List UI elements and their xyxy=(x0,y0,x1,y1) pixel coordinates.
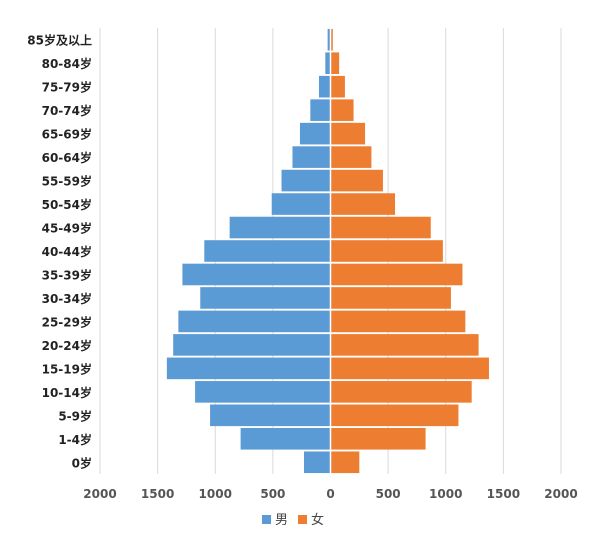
bar-female xyxy=(330,193,396,215)
bar-male xyxy=(325,52,331,75)
y-tick-labels: 0岁 1-4岁 5-9岁 10-14岁 15-19岁 20-24岁 25-29岁 30-34岁… xyxy=(27,33,92,471)
y-tick-label: 75-79岁 xyxy=(42,80,92,95)
legend-swatch xyxy=(298,515,307,524)
y-tick-label: 35-39岁 xyxy=(42,267,92,282)
y-tick-label: 65-69岁 xyxy=(42,127,92,142)
legend-label: 男 xyxy=(275,513,288,528)
y-tick-label: 0岁 xyxy=(72,455,92,470)
bar-male xyxy=(299,122,331,145)
bar-male xyxy=(210,404,331,427)
x-tick-label: 1500 xyxy=(141,487,174,501)
bars xyxy=(166,28,489,474)
legend-item-female: 女 xyxy=(298,512,324,528)
x-tick-label: 1500 xyxy=(487,487,520,501)
bar-female xyxy=(330,169,383,192)
bar-male xyxy=(204,240,331,262)
y-tick-label: 55-59岁 xyxy=(42,174,92,189)
y-tick-label: 30-34岁 xyxy=(42,291,92,306)
y-tick-label: 15-19岁 xyxy=(42,361,92,376)
x-tick-label: 2000 xyxy=(544,487,577,501)
bar-male xyxy=(318,75,331,98)
bar-male xyxy=(327,28,331,51)
legend: 男女 xyxy=(262,512,324,528)
bar-female xyxy=(330,334,479,356)
bar-female xyxy=(330,122,366,145)
bar-female xyxy=(330,240,443,262)
bar-female xyxy=(330,357,489,380)
y-tick-label: 20-24岁 xyxy=(42,338,92,353)
bar-male xyxy=(195,381,331,403)
bar-female xyxy=(330,310,466,333)
y-tick-label: 50-54岁 xyxy=(42,197,92,212)
bar-female xyxy=(330,52,340,75)
y-tick-label: 70-74岁 xyxy=(42,103,92,118)
x-tick-label: 0 xyxy=(326,487,334,501)
y-tick-label: 40-44岁 xyxy=(42,244,92,259)
bar-male xyxy=(178,310,331,333)
bar-male xyxy=(303,451,331,474)
x-tick-label: 500 xyxy=(376,487,401,501)
y-tick-label: 60-64岁 xyxy=(42,150,92,165)
bar-male xyxy=(182,263,331,286)
legend-label: 女 xyxy=(311,512,324,528)
x-tick-label: 1000 xyxy=(429,487,462,501)
x-tick-label: 2000 xyxy=(83,487,116,501)
bar-female xyxy=(330,404,459,427)
y-tick-label: 25-29岁 xyxy=(42,314,92,329)
legend-item-male: 男 xyxy=(262,513,288,528)
bar-female xyxy=(330,146,372,168)
bar-female xyxy=(330,28,333,51)
bar-male xyxy=(200,287,331,309)
bar-female xyxy=(330,216,431,239)
legend-swatch xyxy=(262,515,271,524)
bar-female xyxy=(330,75,345,98)
bar-male xyxy=(240,427,331,450)
bar-male xyxy=(281,169,331,192)
bar-female xyxy=(330,451,360,474)
bar-female xyxy=(330,381,472,403)
x-tick-label: 1000 xyxy=(199,487,232,501)
y-tick-label: 1-4岁 xyxy=(58,432,92,447)
bar-female xyxy=(330,427,426,450)
y-tick-label: 5-9岁 xyxy=(58,408,92,423)
bar-male xyxy=(229,216,331,239)
bar-female xyxy=(330,263,463,286)
bar-male xyxy=(271,193,331,215)
bar-female xyxy=(330,99,354,121)
y-tick-label: 85岁及以上 xyxy=(27,33,92,48)
y-tick-label: 45-49岁 xyxy=(42,221,92,236)
bar-male xyxy=(166,357,331,380)
y-tick-label: 80-84岁 xyxy=(42,56,92,71)
x-tick-label: 500 xyxy=(260,487,285,501)
bar-male xyxy=(310,99,331,121)
bar-male xyxy=(173,334,331,356)
y-tick-label: 10-14岁 xyxy=(42,385,92,400)
x-tick-labels: 2000 1500 1000 500 0 500 1000 1500 2000 xyxy=(83,487,577,501)
bar-female xyxy=(330,287,451,309)
bar-male xyxy=(292,146,331,168)
